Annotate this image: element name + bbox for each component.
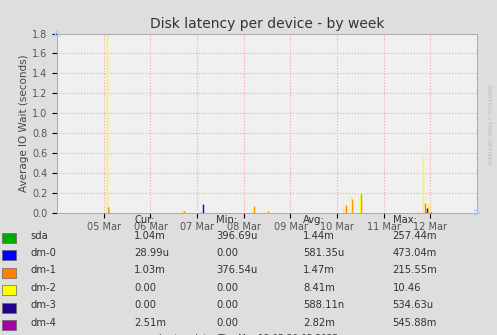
Text: 588.11n: 588.11n (303, 300, 344, 310)
Title: Disk latency per device - by week: Disk latency per device - by week (150, 17, 384, 31)
Text: RRDTOOL / TOBI OETIKER: RRDTOOL / TOBI OETIKER (486, 83, 491, 164)
Text: 473.04m: 473.04m (393, 248, 437, 258)
Text: 257.44m: 257.44m (393, 230, 437, 241)
Text: 0.00: 0.00 (134, 283, 156, 293)
Text: 1.44m: 1.44m (303, 230, 335, 241)
Text: Max:: Max: (393, 215, 416, 225)
Text: dm-2: dm-2 (31, 283, 57, 293)
Text: 0.00: 0.00 (216, 248, 238, 258)
Text: 2.82m: 2.82m (303, 318, 335, 328)
Y-axis label: Average IO Wait (seconds): Average IO Wait (seconds) (19, 54, 29, 192)
Text: 215.55m: 215.55m (393, 265, 437, 275)
Text: 28.99u: 28.99u (134, 248, 169, 258)
Text: 0.00: 0.00 (134, 300, 156, 310)
Text: 1.04m: 1.04m (134, 230, 166, 241)
Text: 2.51m: 2.51m (134, 318, 166, 328)
Text: 0.00: 0.00 (216, 283, 238, 293)
Text: Last update: Thu Mar 13 05:20:05 2025: Last update: Thu Mar 13 05:20:05 2025 (159, 334, 338, 335)
Text: Min:: Min: (216, 215, 238, 225)
Text: Cur:: Cur: (134, 215, 155, 225)
Text: dm-3: dm-3 (31, 300, 57, 310)
Text: 376.54u: 376.54u (216, 265, 257, 275)
Text: 534.63u: 534.63u (393, 300, 434, 310)
Text: 8.41m: 8.41m (303, 283, 335, 293)
Text: dm-0: dm-0 (31, 248, 57, 258)
Text: 581.35u: 581.35u (303, 248, 344, 258)
Text: 1.03m: 1.03m (134, 265, 166, 275)
Text: 0.00: 0.00 (216, 318, 238, 328)
Text: dm-4: dm-4 (31, 318, 57, 328)
Text: 1.47m: 1.47m (303, 265, 335, 275)
Text: 545.88m: 545.88m (393, 318, 437, 328)
Text: sda: sda (31, 230, 49, 241)
Text: dm-1: dm-1 (31, 265, 57, 275)
Text: 0.00: 0.00 (216, 300, 238, 310)
Text: Avg:: Avg: (303, 215, 325, 225)
Text: 10.46: 10.46 (393, 283, 421, 293)
Text: 396.69u: 396.69u (216, 230, 257, 241)
